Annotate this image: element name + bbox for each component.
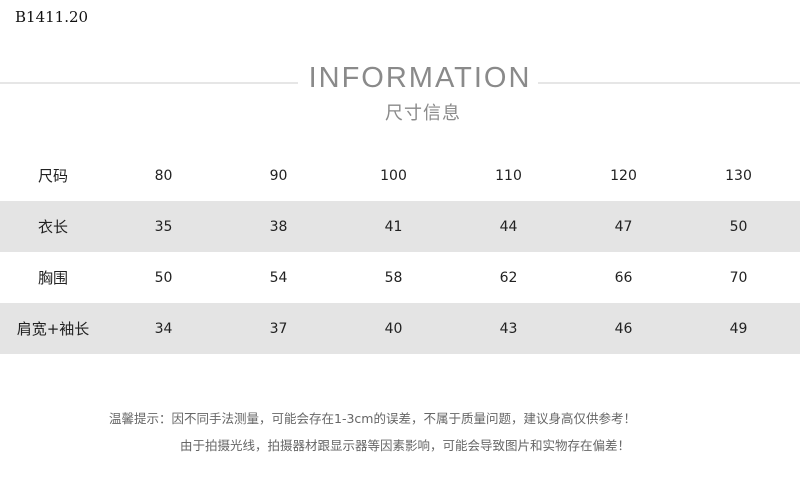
table-row: 胸围 50 54 58 62 66 70 bbox=[0, 252, 800, 303]
table-cell: 54 bbox=[269, 269, 288, 286]
table-cell: 37 bbox=[269, 320, 288, 337]
row-label: 胸围 bbox=[37, 269, 68, 287]
table-cell: 120 bbox=[610, 167, 637, 184]
table-cell: 70 bbox=[729, 269, 748, 286]
table-cell: 41 bbox=[384, 218, 403, 235]
product-code: B1411.20 bbox=[15, 8, 89, 26]
size-table: 尺码 80 90 100 110 120 130 衣长 35 38 41 44 47 50 胸围 50 54 58… bbox=[0, 150, 800, 354]
table-cell: 110 bbox=[495, 167, 522, 184]
table-cell: 66 bbox=[614, 269, 633, 286]
table-cell: 62 bbox=[499, 269, 518, 286]
table-cell: 35 bbox=[154, 218, 173, 235]
divider-left bbox=[0, 82, 298, 84]
note-line-1: 温馨提示：因不同手法测量，可能会存在1-3cm的误差，不属于质量问题，建议身高仅… bbox=[109, 411, 636, 426]
row-label: 肩宽+袖长 bbox=[16, 320, 90, 338]
table-cell: 80 bbox=[154, 167, 173, 184]
table-cell: 47 bbox=[614, 218, 633, 235]
table-cell: 49 bbox=[729, 320, 748, 337]
table-cell: 130 bbox=[725, 167, 752, 184]
note-line-2: 由于拍摄光线，拍摄器材跟显示器等因素影响，可能会导致图片和实物存在偏差！ bbox=[180, 438, 631, 453]
section-title: INFORMATION bbox=[308, 62, 532, 94]
row-label: 衣长 bbox=[37, 218, 68, 236]
table-cell: 46 bbox=[614, 320, 633, 337]
table-cell: 100 bbox=[380, 167, 407, 184]
table-cell: 50 bbox=[154, 269, 173, 286]
table-cell: 34 bbox=[154, 320, 173, 337]
table-cell: 44 bbox=[499, 218, 518, 235]
table-cell: 40 bbox=[384, 320, 403, 337]
section-subtitle: 尺寸信息 bbox=[385, 103, 461, 124]
table-cell: 58 bbox=[384, 269, 403, 286]
table-cell: 90 bbox=[269, 167, 288, 184]
table-cell: 43 bbox=[499, 320, 518, 337]
table-cell: 50 bbox=[729, 218, 748, 235]
table-row: 尺码 80 90 100 110 120 130 bbox=[0, 150, 800, 201]
table-cell: 38 bbox=[269, 218, 288, 235]
table-row: 衣长 35 38 41 44 47 50 bbox=[0, 201, 800, 252]
row-label: 尺码 bbox=[37, 167, 68, 185]
table-row: 肩宽+袖长 34 37 40 43 46 49 bbox=[0, 303, 800, 354]
divider-right bbox=[538, 82, 800, 84]
